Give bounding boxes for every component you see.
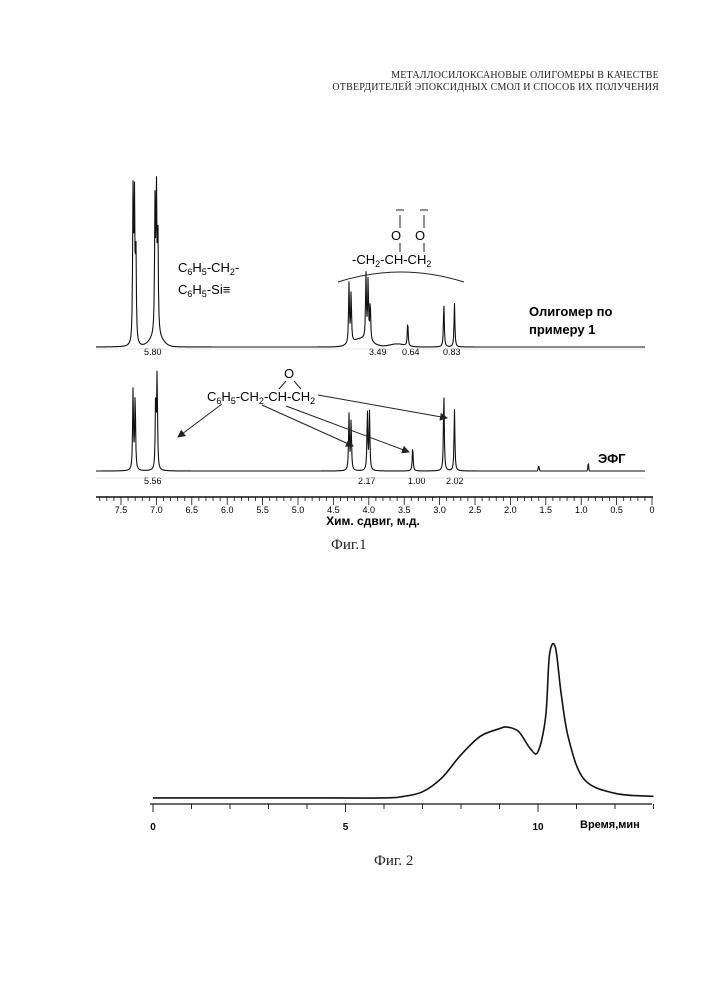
struct-epoxy-o: O xyxy=(284,366,294,381)
ppm-tick-label: 2.0 xyxy=(504,505,517,515)
fig1-caption: Фиг.1 xyxy=(331,537,367,554)
nmr-figure: C6H5-CH2- C6H5-Si≡ O O -CH2-CH-CH2 Олиго… xyxy=(96,176,655,528)
time-tick-label: 5 xyxy=(343,822,349,833)
glycidyl-structure: C6H5-CH2-CH-CH2 O xyxy=(207,366,315,406)
integral-bottom-1: 5.56 xyxy=(144,476,162,486)
ppm-tick-label: 7.5 xyxy=(115,505,128,515)
ppm-axis-ticks xyxy=(100,497,652,505)
ppm-axis-title: Хим. сдвиг, м.д. xyxy=(326,514,420,528)
ppm-tick-label: 0.5 xyxy=(610,505,623,515)
ppm-tick-label: 2.5 xyxy=(469,505,482,515)
struct-glycidyl: C6H5-CH2-CH-CH2 xyxy=(207,389,315,406)
label-efg: ЭФГ xyxy=(598,451,626,466)
integral-top-3: 0.64 xyxy=(402,347,420,357)
time-tick-label: 0 xyxy=(150,822,156,833)
integral-top-2: 3.49 xyxy=(369,347,387,357)
integral-bottom-2: 2.17 xyxy=(358,476,376,486)
time-axis-title: Время,мин xyxy=(580,819,640,831)
time-tick-label: 10 xyxy=(532,822,544,833)
time-axis-labels: 0 5 10 xyxy=(150,822,544,833)
gpc-curve xyxy=(153,644,654,798)
arrow-to-ch xyxy=(286,406,409,452)
ppm-tick-label: 5.5 xyxy=(256,505,269,515)
ppm-tick-label: 7.0 xyxy=(150,505,163,515)
label-oligomer-line1: Олигомер по xyxy=(529,304,612,319)
arrow-to-epoxy-ch2 xyxy=(318,395,447,418)
ppm-tick-label: 6.0 xyxy=(221,505,234,515)
ppm-tick-label: 1.5 xyxy=(540,505,553,515)
gpc-figure: 0 5 10 Время,мин xyxy=(150,644,654,833)
label-oligomer-line2: примеру 1 xyxy=(529,322,595,337)
struct-o-2: O xyxy=(415,228,425,243)
integral-bottom-4: 2.02 xyxy=(446,476,464,486)
arrow-to-aromatic xyxy=(178,404,222,437)
ppm-tick-label: 3.0 xyxy=(433,505,446,515)
integral-bottom-3: 1.00 xyxy=(408,476,426,486)
struct-o-1: O xyxy=(391,228,401,243)
ppm-tick-label: 0 xyxy=(649,505,654,515)
ppm-tick-label: 1.0 xyxy=(575,505,588,515)
integral-top-4: 0.83 xyxy=(443,347,461,357)
annot-benzyl-ch2: C6H5-CH2- xyxy=(178,260,239,277)
time-axis-ticks xyxy=(153,804,654,812)
ppm-tick-label: 5.0 xyxy=(292,505,305,515)
ppm-tick-label: 6.5 xyxy=(186,505,199,515)
fig2-caption: Фиг. 2 xyxy=(374,853,413,870)
annot-phenyl-si: C6H5-Si≡ xyxy=(178,282,230,299)
nmr-spectrum-efg xyxy=(96,371,645,471)
integral-top-1: 5.80 xyxy=(144,347,162,357)
oxypropyl-structure: O O -CH2-CH-CH2 xyxy=(338,210,464,282)
struct-oxypropyl: -CH2-CH-CH2 xyxy=(352,252,431,269)
